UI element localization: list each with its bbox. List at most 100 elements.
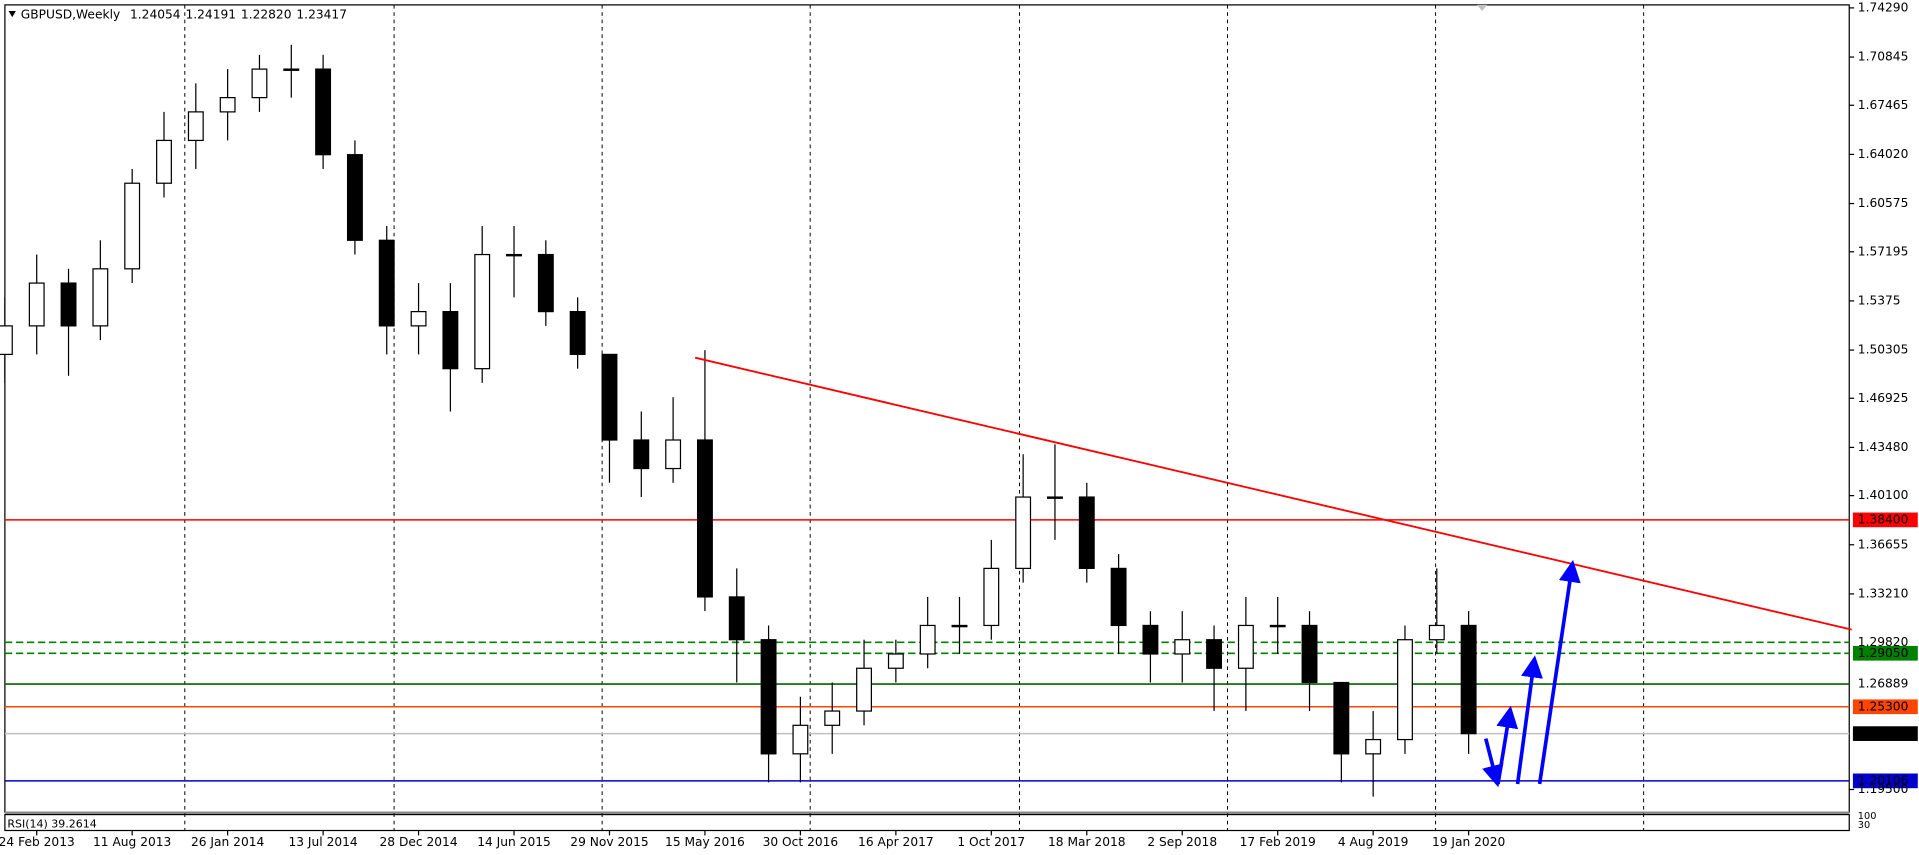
x-tick-label: 15 May 2016	[665, 835, 745, 849]
level-label: 1.26889	[1858, 677, 1909, 691]
candle-body	[792, 724, 809, 755]
candle-body	[696, 439, 713, 598]
candle-body	[1333, 681, 1350, 755]
candle-body	[1047, 496, 1063, 499]
quote-value: 1.23417	[296, 7, 347, 21]
x-tick-label: 14 Jun 2015	[477, 835, 551, 849]
candle-body	[1078, 496, 1095, 570]
candle-body	[506, 253, 522, 257]
candle-body	[410, 310, 427, 327]
level-tag	[1852, 773, 1918, 789]
level-tag	[1852, 645, 1918, 661]
symbol: GBPUSD,Weekly	[21, 7, 120, 21]
candle-body	[569, 310, 586, 356]
level-tag	[1852, 726, 1918, 741]
candle-body	[887, 653, 904, 669]
candles	[0, 44, 1477, 797]
y-tick-label: 1.19500	[1858, 782, 1909, 796]
candle-body	[28, 282, 45, 327]
x-tick-label: 11 Aug 2013	[93, 835, 171, 849]
arrow	[1537, 559, 1581, 785]
x-tick-label: 26 Jan 2014	[191, 835, 265, 849]
candle-body	[1301, 624, 1318, 684]
candle-body	[760, 639, 777, 755]
arrow	[1482, 738, 1504, 788]
candle-body	[283, 68, 300, 71]
candle-body	[1142, 624, 1159, 655]
y-tick-label: 1.50305	[1858, 343, 1909, 357]
candle-body	[346, 154, 363, 241]
y-tick-label: 1.46925	[1858, 391, 1909, 405]
candle-body	[92, 268, 109, 327]
level-label: 1.23417	[1858, 726, 1909, 740]
rsi-label: RSI(14) 39.2614	[7, 817, 96, 830]
candle-body	[474, 253, 491, 370]
x-tick-label: 29 Nov 2015	[570, 835, 648, 849]
candle-body	[1397, 639, 1413, 741]
shift-marker	[1477, 4, 1487, 12]
rsi-frame	[4, 813, 1850, 832]
arrows	[1482, 559, 1581, 788]
quote-value: 1.22820	[241, 7, 292, 21]
candle-body	[1237, 624, 1254, 669]
candle-body	[1174, 639, 1191, 655]
y-tick-label: 1.36655	[1858, 537, 1909, 551]
candle-body	[919, 624, 936, 655]
candle-body	[665, 439, 682, 470]
candle-body	[856, 667, 872, 712]
level-label: 1.29050	[1858, 646, 1909, 660]
level-label: 1.29820	[1858, 635, 1909, 649]
arrow	[1496, 705, 1519, 785]
candle-body	[0, 325, 13, 356]
y-tick-label: 1.5375	[1858, 293, 1901, 307]
candle-body	[1365, 738, 1382, 755]
candle-body	[156, 139, 172, 184]
trendline	[694, 356, 1852, 631]
candle-body	[124, 182, 141, 270]
rsi-tick-label: 30	[1858, 820, 1870, 831]
y-tick-label: 1.74290	[1858, 0, 1909, 14]
candle-body	[633, 439, 650, 470]
level-tag	[1852, 699, 1918, 715]
quote-value: 1.24054	[130, 7, 181, 21]
x-tick-label: 30 Oct 2016	[763, 835, 839, 849]
candle-body	[1269, 624, 1286, 628]
candle-body	[1206, 639, 1223, 669]
y-tick-label: 1.60575	[1858, 196, 1909, 210]
y-tick-label: 1.67465	[1858, 98, 1909, 112]
candle-body	[824, 710, 841, 726]
x-tick-label: 17 Feb 2019	[1240, 835, 1316, 849]
level-label: 1.38400	[1858, 512, 1909, 526]
x-tick-label: 4 Aug 2019	[1338, 835, 1409, 849]
candle-body	[60, 282, 77, 327]
candle-body	[1110, 567, 1127, 627]
symbol-header: GBPUSD,Weekly 1.24054 1.24191 1.22820 1.2341…	[21, 7, 347, 21]
y-tick-label: 1.57195	[1858, 244, 1909, 258]
x-tick-label: 1 Oct 2017	[957, 835, 1025, 849]
quote-value: 1.24191	[185, 7, 236, 21]
candle-body	[537, 253, 554, 313]
level-label: 1.20106	[1858, 773, 1909, 787]
candle-body	[1015, 496, 1032, 570]
menu-icon[interactable]	[8, 11, 16, 18]
candle-body	[1460, 624, 1477, 735]
x-tick-label: 2 Sep 2018	[1147, 835, 1217, 849]
y-tick-label: 1.33210	[1858, 586, 1909, 600]
y-tick-label: 1.43480	[1858, 440, 1909, 454]
candle-body	[601, 353, 618, 441]
y-tick-label: 1.64020	[1858, 147, 1909, 161]
candle-body	[442, 310, 459, 370]
y-tick-label: 1.40100	[1858, 488, 1909, 502]
arrow	[1515, 655, 1543, 785]
candle-body	[951, 624, 968, 628]
candle-body	[728, 596, 745, 641]
candle-body	[187, 111, 204, 142]
x-tick-label: 16 Apr 2017	[858, 835, 934, 849]
candle-body	[219, 97, 236, 113]
rsi-tick-label: 100	[1858, 811, 1877, 822]
x-tick-label: 13 Jul 2014	[288, 835, 357, 849]
y-tick-label: 1.70845	[1858, 50, 1909, 64]
candle-body	[251, 68, 268, 99]
candle-body	[315, 68, 332, 156]
